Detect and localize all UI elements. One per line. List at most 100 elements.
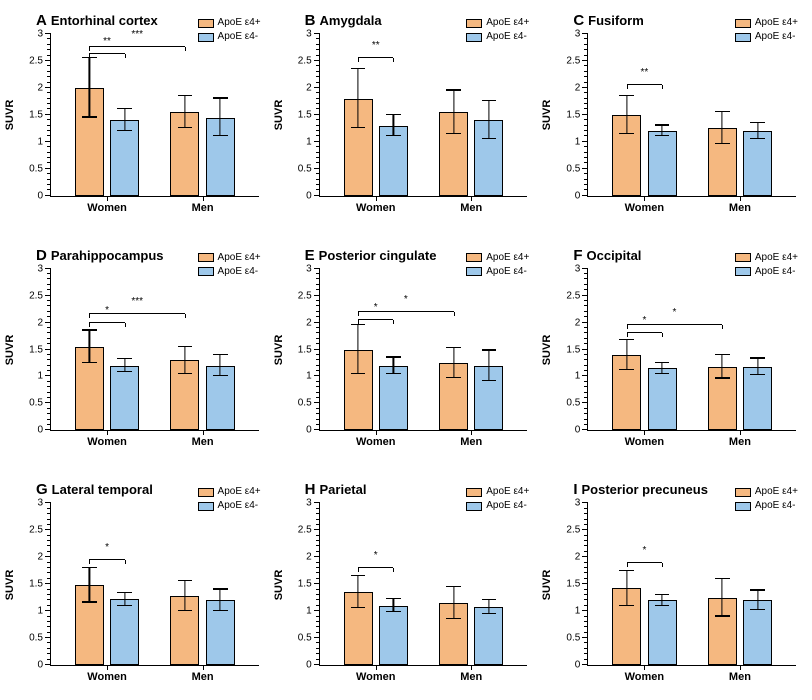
error-cap (351, 68, 366, 69)
y-tick-minor (47, 540, 51, 541)
y-tick-minor (47, 130, 51, 131)
panel-name: Parietal (320, 482, 367, 497)
y-tick-minor (584, 545, 588, 546)
legend-swatch (466, 253, 482, 262)
y-tick-label: 0 (575, 190, 581, 201)
y-tick-label: 0 (306, 425, 312, 436)
y-tick-minor (584, 519, 588, 520)
error-cap (117, 592, 132, 593)
error-cap (213, 354, 228, 355)
y-tick-label: 1.5 (566, 344, 580, 355)
y-tick-minor (584, 605, 588, 606)
y-tick-minor (47, 513, 51, 514)
y-tick-label: 1 (575, 136, 581, 147)
y-tick-minor (47, 76, 51, 77)
y-tick (45, 322, 51, 323)
y-tick (314, 114, 320, 115)
y-tick-minor (47, 327, 51, 328)
y-tick (45, 556, 51, 557)
error-cap (386, 114, 401, 115)
sig-line (89, 559, 124, 560)
plot-area: 00.511.522.53WomenMen* (50, 503, 259, 666)
y-tick-minor (584, 152, 588, 153)
error-cap (750, 357, 765, 358)
y-tick-label: 3 (37, 263, 43, 274)
y-tick-minor (316, 38, 320, 39)
y-tick (582, 295, 588, 296)
x-tick (203, 665, 204, 670)
sig-label: *** (131, 31, 143, 39)
panel-title: IPosterior precuneus (573, 481, 708, 498)
error-cap (619, 95, 634, 96)
legend-label: ApoE ε4+ (486, 251, 529, 265)
y-tick-minor (47, 44, 51, 45)
y-tick-minor (584, 71, 588, 72)
y-tick-minor (316, 55, 320, 56)
error-bar (453, 91, 454, 134)
error-cap (213, 375, 228, 376)
y-tick-minor (316, 332, 320, 333)
y-tick-minor (316, 513, 320, 514)
x-tick (644, 196, 645, 201)
y-tick-minor (316, 343, 320, 344)
y-tick (45, 402, 51, 403)
y-tick-minor (584, 354, 588, 355)
legend-row: ApoE ε4+ (735, 16, 798, 30)
y-tick-minor (47, 152, 51, 153)
y-tick-minor (316, 179, 320, 180)
y-tick-label: 1.5 (29, 579, 43, 590)
error-cap (351, 324, 366, 325)
y-tick-minor (47, 316, 51, 317)
y-tick-minor (316, 162, 320, 163)
y-axis-label: SUVR (273, 100, 285, 131)
y-tick-minor (316, 359, 320, 360)
y-tick (314, 556, 320, 557)
sig-tick (185, 47, 186, 51)
y-tick-minor (316, 92, 320, 93)
y-tick-label: 0.5 (566, 163, 580, 174)
y-tick-minor (47, 103, 51, 104)
y-tick-minor (584, 381, 588, 382)
panel-name: Parahippocampus (51, 248, 164, 263)
y-tick-label: 0.5 (298, 398, 312, 409)
sig-line (358, 319, 393, 320)
y-tick-minor (316, 289, 320, 290)
y-axis-label: SUVR (4, 335, 16, 366)
sig-label: * (642, 547, 646, 555)
y-tick-minor (316, 397, 320, 398)
x-group-label: Women (356, 202, 396, 214)
x-tick (644, 430, 645, 435)
error-cap (178, 346, 193, 347)
legend-swatch (466, 488, 482, 497)
y-tick-minor (47, 562, 51, 563)
y-axis-label: SUVR (4, 100, 16, 131)
legend-label: ApoE ε4+ (755, 485, 798, 499)
bar (648, 131, 677, 196)
x-tick (740, 196, 741, 201)
y-tick-minor (584, 305, 588, 306)
error-cap (619, 570, 634, 571)
bar (474, 607, 503, 665)
y-tick-minor (584, 419, 588, 420)
error-bar (89, 568, 90, 602)
y-tick-label: 2 (306, 317, 312, 328)
y-tick-minor (316, 408, 320, 409)
y-tick-minor (316, 157, 320, 158)
y-tick-minor (584, 55, 588, 56)
legend-row: ApoE ε4+ (735, 251, 798, 265)
y-tick-minor (47, 621, 51, 622)
y-tick-minor (47, 567, 51, 568)
error-bar (453, 348, 454, 378)
y-tick-minor (584, 184, 588, 185)
y-tick-minor (316, 381, 320, 382)
legend-swatch (198, 488, 214, 497)
sig-tick (89, 54, 90, 58)
y-tick-minor (47, 332, 51, 333)
y-tick-minor (584, 562, 588, 563)
y-tick-minor (316, 599, 320, 600)
y-tick-minor (47, 508, 51, 509)
y-tick-minor (584, 408, 588, 409)
sig-tick (358, 320, 359, 324)
error-cap (178, 127, 193, 128)
plot-area: 00.511.522.53WomenMen** (319, 34, 528, 197)
